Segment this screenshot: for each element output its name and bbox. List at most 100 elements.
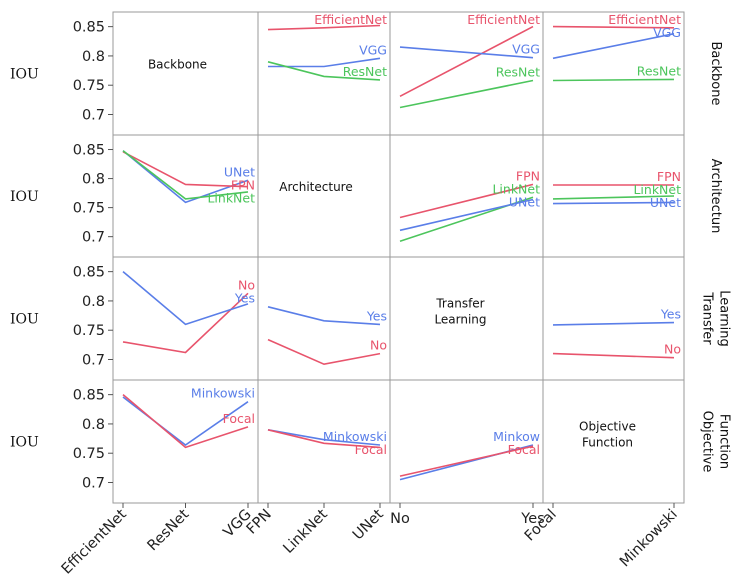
series-label: UNet	[509, 194, 540, 209]
y-tick-label: 0.8	[82, 172, 105, 188]
series-label: FPN	[231, 177, 255, 192]
series-label: ResNet	[637, 63, 681, 78]
y-tick-label: 0.8	[82, 49, 105, 65]
series-label: ResNet	[496, 65, 540, 80]
y-axis-label: IOU	[10, 189, 39, 205]
y-axis-label: IOU	[10, 312, 39, 328]
row-factor-label: Learning	[717, 290, 732, 346]
diagonal-factor-label: Transfer	[435, 297, 484, 311]
series-label: Yes	[366, 308, 387, 323]
series-line	[267, 61, 381, 81]
x-tick-label: EfficientNet	[59, 506, 130, 577]
series-line	[267, 429, 381, 446]
series-label: LinkNet	[492, 181, 540, 196]
series-line	[399, 445, 534, 477]
series-label: Minkowski	[191, 386, 255, 401]
series-line	[267, 306, 381, 326]
series-label: No	[370, 338, 387, 353]
series-label: VGG	[359, 42, 387, 57]
series-line	[122, 393, 249, 449]
series-line	[552, 201, 675, 205]
diagonal-factor-label: Objective	[579, 420, 636, 434]
series-label: Yes	[660, 307, 681, 322]
panel-frame	[112, 256, 259, 381]
series-line	[399, 183, 534, 219]
y-tick-label: 0.75	[73, 323, 105, 339]
x-tick-label: Minkowski	[617, 507, 681, 571]
series-label: EfficientNet	[314, 12, 387, 27]
y-tick-label: 0.8	[82, 294, 105, 310]
series-label: No	[238, 277, 255, 292]
series-label: Focal	[508, 442, 540, 457]
series-line	[399, 25, 534, 98]
diagonal-factor-label: Function	[582, 436, 633, 450]
series-label: Focal	[223, 411, 255, 426]
series-label: UNet	[650, 195, 681, 210]
diagonal-factor-label: Architecture	[279, 180, 352, 194]
y-tick-label: 0.85	[73, 388, 105, 404]
series-line	[552, 195, 675, 200]
row-factor-label: Transfer	[700, 291, 715, 345]
row-factor-label: Objective	[700, 411, 715, 473]
x-tick-label: No	[390, 511, 410, 527]
diagonal-factor-label: Learning	[434, 313, 486, 327]
y-tick-label: 0.7	[82, 230, 105, 246]
series-line	[552, 352, 675, 359]
y-tick-label: 0.7	[82, 476, 105, 492]
series-line	[399, 79, 534, 109]
series-label: Minkow	[493, 429, 540, 444]
series-line	[399, 46, 534, 59]
panel-frame	[257, 134, 391, 258]
diagonal-factor-label: Backbone	[148, 58, 207, 72]
y-axis-label: IOU	[10, 435, 39, 451]
series-label: Minkowski	[323, 429, 387, 444]
series-label: LinkNet	[633, 182, 681, 197]
panel-frame	[112, 11, 259, 136]
series-line	[122, 150, 249, 204]
series-label: VGG	[653, 25, 681, 40]
series-line	[399, 198, 534, 232]
series-label: FPN	[657, 169, 681, 184]
series-label: FPN	[516, 168, 540, 183]
series-label: Yes	[234, 290, 255, 305]
y-tick-label: 0.7	[82, 108, 105, 124]
series-line	[552, 25, 675, 29]
y-tick-label: 0.85	[73, 265, 105, 281]
series-label: UNet	[224, 164, 255, 179]
y-tick-label: 0.85	[73, 20, 105, 36]
y-tick-label: 0.7	[82, 353, 105, 369]
series-label: No	[664, 342, 681, 357]
x-tick-label: ResNet	[145, 506, 193, 554]
series-line	[552, 78, 675, 82]
y-tick-label: 0.8	[82, 417, 105, 433]
y-tick-label: 0.75	[73, 201, 105, 217]
series-label: EfficientNet	[608, 12, 681, 27]
series-line	[552, 32, 675, 60]
series-label: EfficientNet	[467, 12, 540, 27]
series-line	[267, 429, 381, 449]
x-tick-label: FPN	[244, 507, 275, 538]
series-line	[267, 338, 381, 366]
panel-frame	[542, 379, 685, 504]
series-line	[552, 321, 675, 326]
y-tick-label: 0.85	[73, 143, 105, 159]
x-tick-label: Yes	[520, 511, 544, 527]
x-tick-label: UNet	[350, 506, 387, 543]
row-factor-label: Architectun	[708, 159, 723, 234]
row-factor-label: Backbone	[708, 41, 723, 105]
y-tick-label: 0.75	[73, 446, 105, 462]
y-axis-label: IOU	[10, 67, 39, 83]
series-line	[267, 24, 381, 31]
series-label: Focal	[355, 442, 387, 457]
series-label: ResNet	[343, 64, 387, 79]
series-label: VGG	[512, 42, 540, 57]
series-label: LinkNet	[207, 190, 255, 205]
y-tick-label: 0.75	[73, 78, 105, 94]
series-line	[122, 150, 249, 200]
row-factor-label: Function	[717, 414, 732, 469]
series-line	[122, 151, 249, 188]
x-tick-label: LinkNet	[281, 506, 332, 557]
series-line	[122, 292, 249, 354]
series-line	[122, 270, 249, 326]
